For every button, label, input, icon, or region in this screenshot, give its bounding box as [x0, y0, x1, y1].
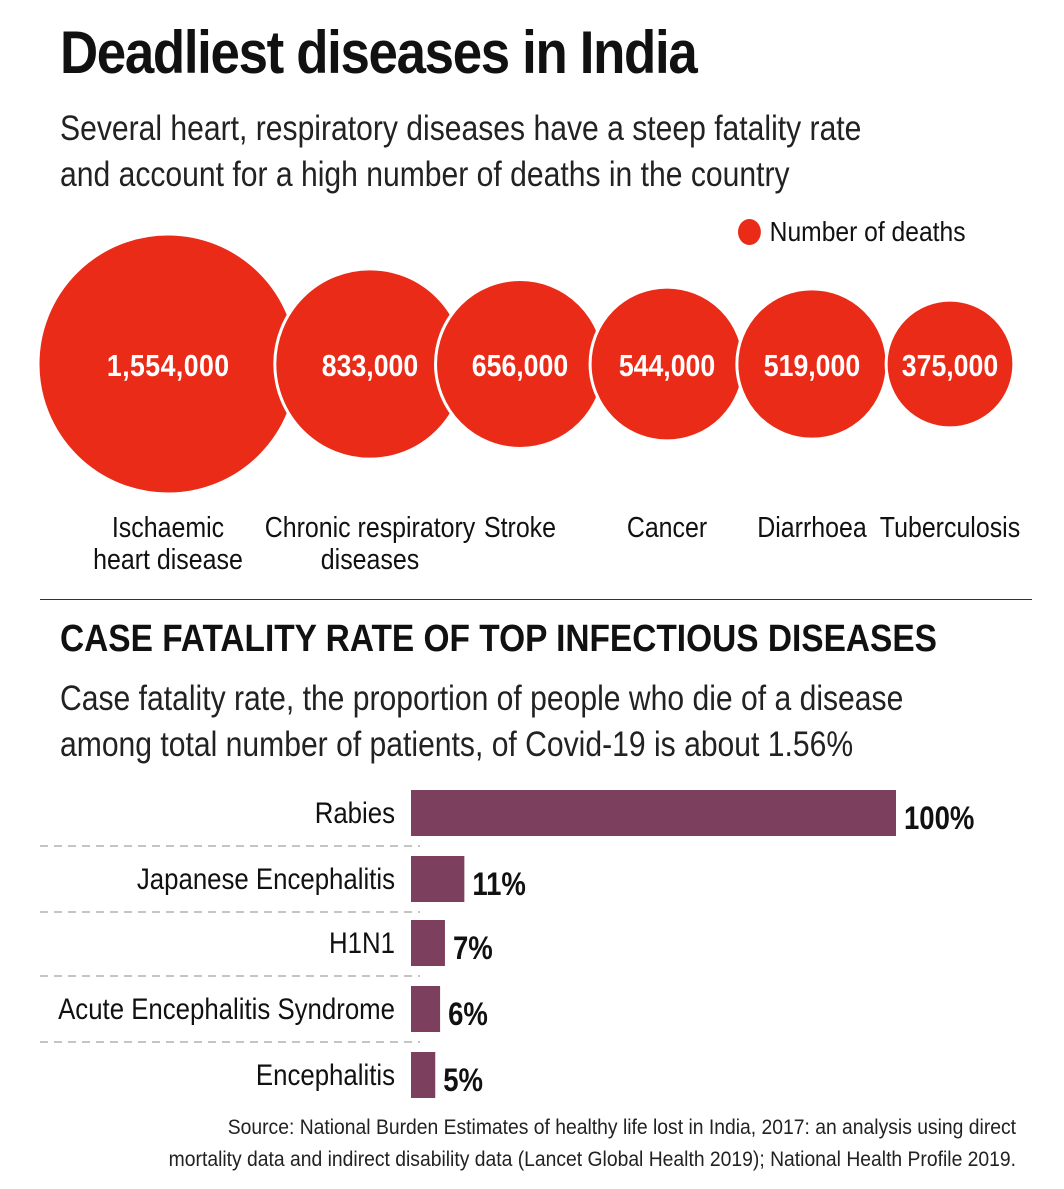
section-subtitle-line: Case fatality rate, the proportion of pe…	[60, 679, 904, 718]
bubble-category-label: Stroke	[484, 511, 556, 543]
bar-value-label: 100%	[904, 801, 974, 836]
bubble-category-label: Diarrhoea	[757, 511, 867, 543]
bubble-value-label: 375,000	[902, 349, 998, 383]
legend-label: Number of deaths	[769, 216, 966, 247]
bubble-category-label: heart disease	[93, 543, 243, 575]
legend-dot-icon	[738, 219, 761, 245]
bar-category-label: Acute Encephalitis Syndrome	[58, 992, 395, 1025]
bar	[411, 1052, 436, 1098]
bubble	[884, 298, 1016, 430]
legend: Number of deaths	[738, 216, 966, 248]
bar-value-label: 7%	[453, 931, 493, 966]
bubble-value-label: 833,000	[322, 349, 418, 383]
bubble-category-label: diseases	[321, 543, 419, 575]
bar-value-label: 11%	[472, 867, 526, 902]
bubble-category-label: Ischaemic	[112, 511, 224, 543]
bar	[411, 920, 445, 966]
bubble-value-label: 1,554,000	[107, 349, 229, 383]
bubble-category-label: Chronic respiratory	[265, 511, 476, 543]
subtitle: Several heart, respiratory diseases have…	[60, 106, 861, 198]
subtitle-line: Several heart, respiratory diseases have…	[60, 109, 862, 148]
divider	[40, 599, 1032, 600]
section-title: CASE FATALITY RATE OF TOP INFECTIOUS DIS…	[60, 618, 937, 660]
bar	[411, 856, 465, 902]
page-title: Deadliest diseases in India	[60, 19, 698, 86]
bubble-category-label: Cancer	[627, 511, 707, 543]
bar	[411, 790, 896, 836]
section-subtitle-line: among total number of patients, of Covid…	[60, 725, 854, 764]
subtitle-line: and account for a high number of deaths …	[60, 155, 790, 194]
bubble-value-label: 544,000	[619, 349, 715, 383]
bar	[411, 986, 441, 1032]
bubble-value-label: 656,000	[472, 349, 568, 383]
source-line: mortality data and indirect disability d…	[168, 1148, 1016, 1171]
bar-category-label: Rabies	[315, 796, 395, 829]
bubble-category-label: Tuberculosis	[880, 511, 1020, 543]
source-line: Source: National Burden Estimates of hea…	[227, 1116, 1016, 1139]
bar-value-label: 6%	[448, 997, 488, 1032]
bar-category-label: H1N1	[329, 926, 395, 959]
bar-category-label: Encephalitis	[256, 1058, 395, 1091]
bar-value-label: 5%	[443, 1063, 483, 1098]
bubble-value-label: 519,000	[764, 349, 860, 383]
bar-category-label: Japanese Encephalitis	[137, 862, 395, 895]
source-note: Source: National Burden Estimates of hea…	[169, 1112, 1016, 1176]
section-subtitle: Case fatality rate, the proportion of pe…	[60, 676, 903, 768]
